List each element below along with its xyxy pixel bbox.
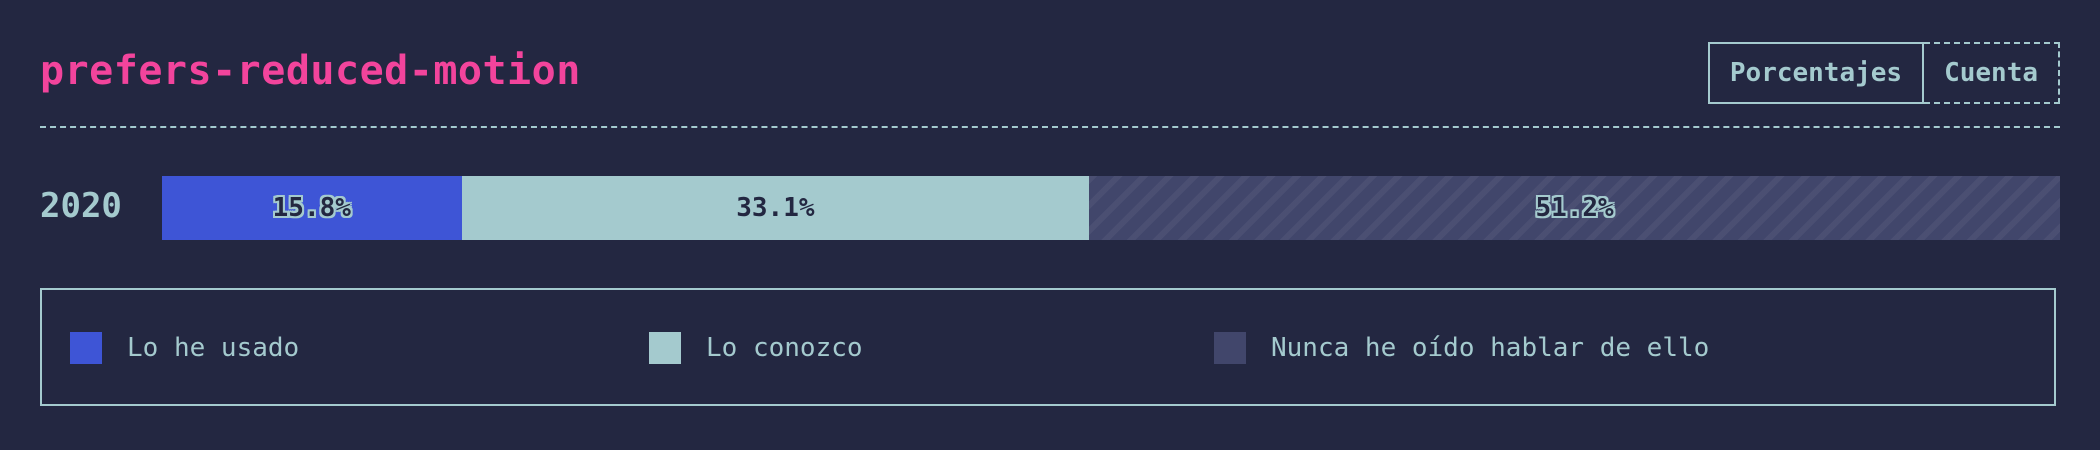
data-label: 51.2% xyxy=(1535,193,1614,223)
legend-item: Lo he usado xyxy=(70,332,299,364)
chart-title: prefers-reduced-motion xyxy=(40,48,581,94)
stacked-bar: 15.8% 33.1% 51.2% xyxy=(162,176,2060,240)
header-divider xyxy=(40,126,2060,128)
row-label-year: 2020 xyxy=(40,186,122,226)
data-label: 15.8% xyxy=(272,193,351,223)
legend-label: Lo he usado xyxy=(127,333,300,363)
legend-item: Nunca he oído hablar de ello xyxy=(1214,332,1709,364)
units-toggle: Porcentajes Cuenta xyxy=(1707,42,2060,104)
legend-item: Lo conozco xyxy=(649,332,863,364)
legend-swatch xyxy=(1214,332,1246,364)
legend: Lo he usado Lo conozco Nunca he oído habla… xyxy=(40,288,2056,406)
legend-swatch xyxy=(649,332,681,364)
count-button[interactable]: Cuenta xyxy=(1924,42,2060,104)
legend-label: Nunca he oído hablar de ello xyxy=(1271,333,1710,363)
data-label: 33.1% xyxy=(736,193,815,223)
percentages-button[interactable]: Porcentajes xyxy=(1707,42,1925,104)
bar-segment-known: 33.1% xyxy=(461,176,1090,240)
legend-label: Lo conozco xyxy=(706,333,863,363)
bar-segment-used: 15.8% xyxy=(162,176,462,240)
bar-segment-never: 51.2% xyxy=(1089,176,2060,240)
legend-swatch xyxy=(70,332,102,364)
